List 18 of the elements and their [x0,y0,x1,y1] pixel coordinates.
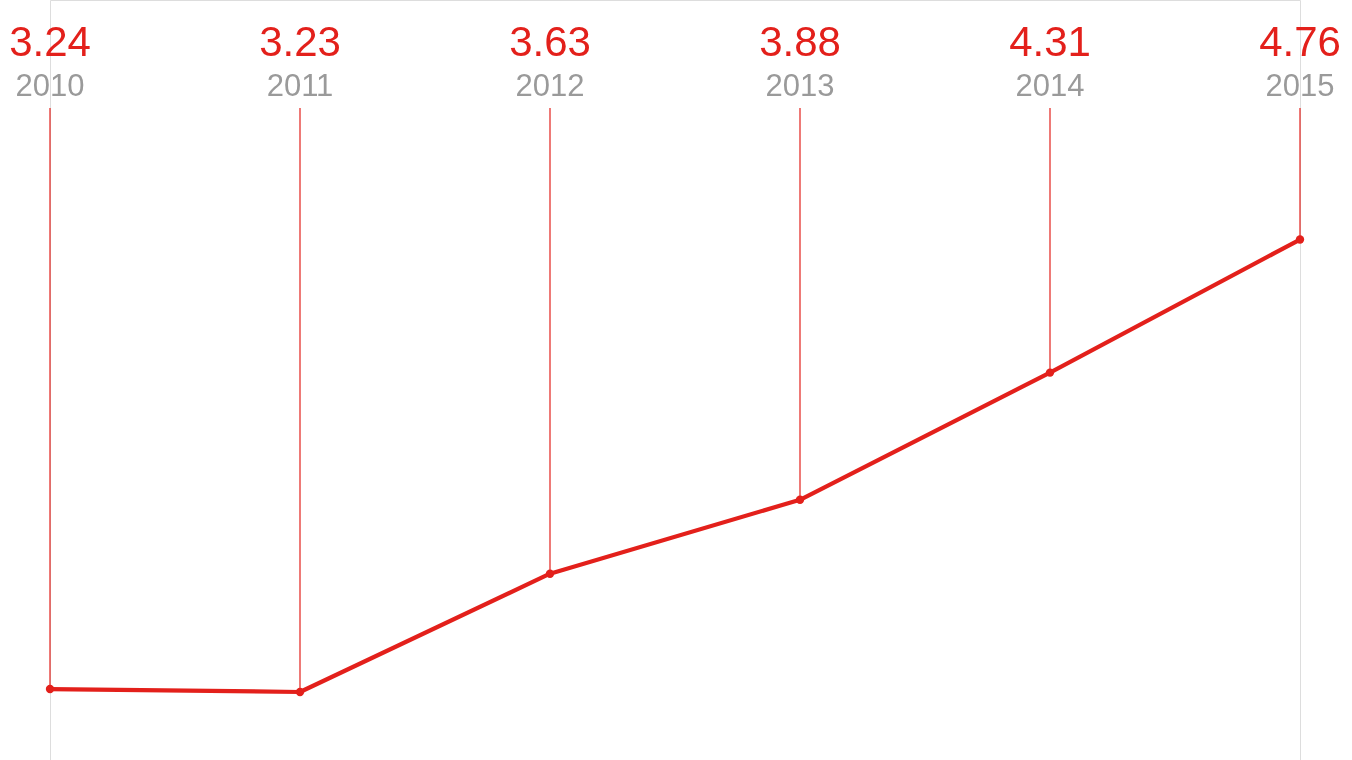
point [795,495,805,504]
x-tick-label: 2012 [515,68,585,103]
x-tick-label: 2013 [765,68,835,103]
point [45,684,55,694]
x-tick-label: 2015 [1265,68,1335,103]
data-label: 3.24 [9,18,91,65]
point [1045,368,1055,377]
data-label: 3.63 [509,18,591,65]
data-label: 3.88 [759,18,841,65]
point [295,687,305,697]
point [1295,235,1305,244]
data-label: 4.31 [1009,18,1091,65]
x-tick-label: 2014 [1015,68,1085,103]
data-label: 3.23 [259,18,341,65]
point [545,569,555,578]
x-tick-label: 2010 [15,68,85,103]
x-tick-label: 2011 [266,68,334,103]
data-label: 4.76 [1259,18,1341,65]
